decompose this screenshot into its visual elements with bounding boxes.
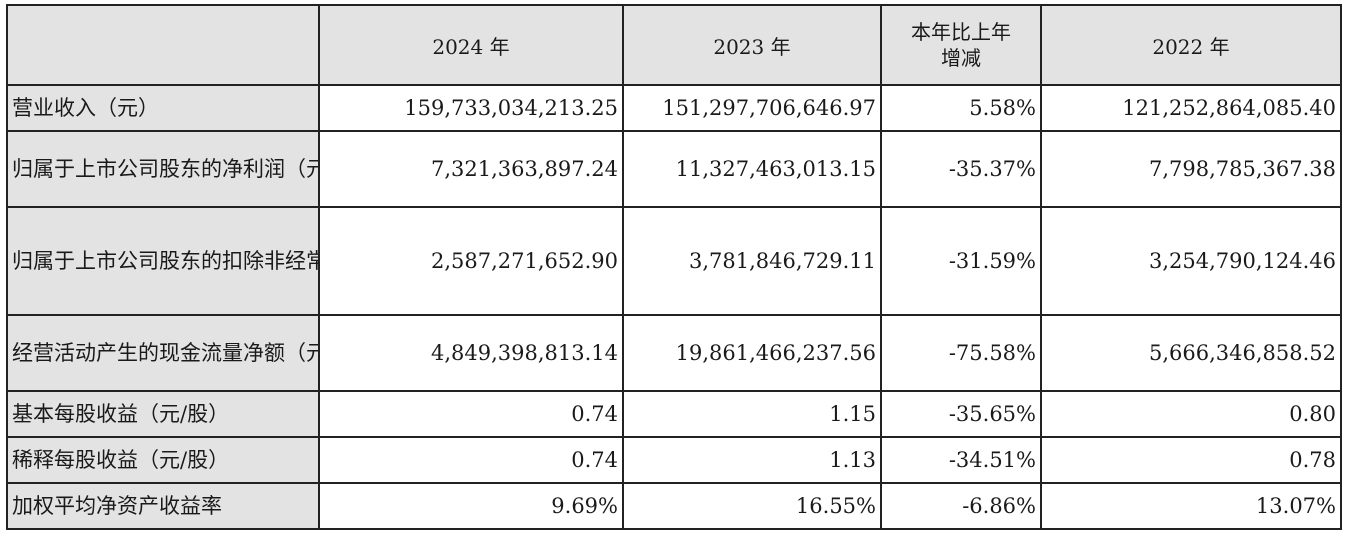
key-financial-data-table: 2024 年 2023 年 本年比上年 增减 2022 年 营业收入（元） 15… (6, 4, 1342, 530)
header-yoy-change-line1: 本年比上年 (911, 20, 1011, 44)
value-2023: 19,861,466,237.56 (622, 314, 882, 392)
header-2022: 2022 年 (1040, 4, 1342, 86)
value-yoy-change: -34.51% (880, 436, 1042, 484)
value-2022: 5,666,346,858.52 (1040, 314, 1342, 392)
header-yoy-change-line2: 增减 (941, 46, 981, 70)
row-label: 归属于上市公司股东的扣除非经常性损益的净利润（元） (6, 206, 320, 316)
row-label: 归属于上市公司股东的净利润（元） (6, 130, 320, 208)
row-label: 稀释每股收益（元/股） (6, 436, 320, 484)
header-2023: 2023 年 (622, 4, 882, 86)
value-2023: 16.55% (622, 482, 882, 530)
value-2024: 0.74 (318, 390, 624, 438)
header-2024: 2024 年 (318, 4, 624, 86)
value-2022: 0.78 (1040, 436, 1342, 484)
header-row: 2024 年 2023 年 本年比上年 增减 2022 年 (6, 4, 1342, 86)
value-2024: 159,733,034,213.25 (318, 84, 624, 132)
financial-table-container: 2024 年 2023 年 本年比上年 增减 2022 年 营业收入（元） 15… (6, 4, 1342, 530)
row-label: 经营活动产生的现金流量净额（元） (6, 314, 320, 392)
value-yoy-change: -6.86% (880, 482, 1042, 530)
value-2023: 1.13 (622, 436, 882, 484)
value-2022: 13.07% (1040, 482, 1342, 530)
value-2024: 2,587,271,652.90 (318, 206, 624, 316)
value-2023: 1.15 (622, 390, 882, 438)
table-row: 归属于上市公司股东的扣除非经常性损益的净利润（元） 2,587,271,652.… (6, 206, 1342, 316)
value-yoy-change: -35.37% (880, 130, 1042, 208)
value-2022: 3,254,790,124.46 (1040, 206, 1342, 316)
value-2023: 151,297,706,646.97 (622, 84, 882, 132)
table-row: 归属于上市公司股东的净利润（元） 7,321,363,897.24 11,327… (6, 130, 1342, 208)
header-yoy-change: 本年比上年 增减 (880, 4, 1042, 86)
table-row: 经营活动产生的现金流量净额（元） 4,849,398,813.14 19,861… (6, 314, 1342, 392)
value-2024: 4,849,398,813.14 (318, 314, 624, 392)
row-label: 加权平均净资产收益率 (6, 482, 320, 530)
value-2024: 7,321,363,897.24 (318, 130, 624, 208)
value-2022: 7,798,785,367.38 (1040, 130, 1342, 208)
value-yoy-change: -35.65% (880, 390, 1042, 438)
value-yoy-change: -31.59% (880, 206, 1042, 316)
value-2023: 11,327,463,013.15 (622, 130, 882, 208)
table-row: 加权平均净资产收益率 9.69% 16.55% -6.86% 13.07% (6, 482, 1342, 530)
corner-header-cell (6, 4, 320, 86)
table-row: 稀释每股收益（元/股） 0.74 1.13 -34.51% 0.78 (6, 436, 1342, 484)
value-2022: 0.80 (1040, 390, 1342, 438)
row-label: 基本每股收益（元/股） (6, 390, 320, 438)
value-yoy-change: -75.58% (880, 314, 1042, 392)
value-yoy-change: 5.58% (880, 84, 1042, 132)
row-label: 营业收入（元） (6, 84, 320, 132)
value-2024: 0.74 (318, 436, 624, 484)
value-2024: 9.69% (318, 482, 624, 530)
table-row: 营业收入（元） 159,733,034,213.25 151,297,706,6… (6, 84, 1342, 132)
value-2023: 3,781,846,729.11 (622, 206, 882, 316)
value-2022: 121,252,864,085.40 (1040, 84, 1342, 132)
table-row: 基本每股收益（元/股） 0.74 1.15 -35.65% 0.80 (6, 390, 1342, 438)
